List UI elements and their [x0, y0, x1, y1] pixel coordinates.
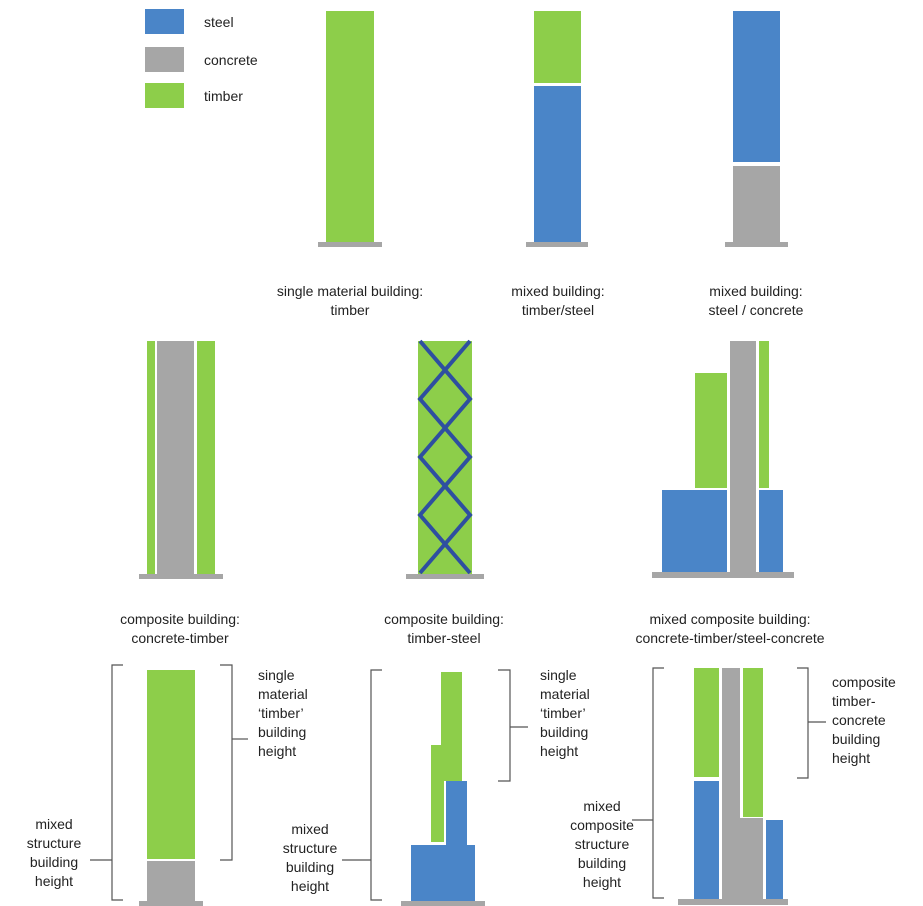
height-bracket-left	[342, 669, 382, 901]
ground-base	[139, 901, 203, 906]
label-mixed-composite-structure-height: mixed composite structure building heigh…	[570, 798, 634, 890]
legend-swatch-timber	[145, 83, 184, 108]
legend-item-steel: steel	[145, 9, 234, 34]
timber-lower	[431, 745, 444, 842]
steel-upper	[446, 781, 467, 846]
building-mixed-composite	[652, 341, 794, 578]
height-bracket-left	[632, 667, 664, 899]
label-composite-timber-concrete-height: composite timber- concrete building heig…	[832, 674, 896, 766]
timber-block	[418, 341, 472, 574]
legend-item-concrete: concrete	[145, 47, 258, 72]
concrete-block	[733, 166, 780, 242]
steel-block-right	[766, 820, 783, 899]
legend-swatch-concrete	[145, 47, 184, 72]
building-single-timber	[318, 11, 382, 247]
legend-label: concrete	[204, 51, 258, 68]
steel-block-left	[694, 781, 719, 899]
timber-panel	[759, 341, 769, 488]
ground-base	[678, 899, 788, 905]
timber-panel	[743, 668, 763, 817]
timber-block	[695, 373, 727, 488]
steel-base-block	[411, 845, 475, 901]
label-single-timber-height-a: single material ‘timber’ building height	[258, 667, 308, 759]
concrete-core	[730, 341, 756, 572]
concrete-block-right	[740, 818, 763, 899]
ground-base	[139, 574, 223, 579]
ground-base	[401, 901, 485, 906]
steel-block-right	[759, 490, 783, 572]
concrete-core	[722, 668, 740, 899]
caption-mixed-timber-steel: mixed building: timber/steel	[511, 283, 605, 318]
height-bracket-right	[797, 667, 826, 779]
ground-base	[526, 242, 588, 247]
caption-single-timber: single material building: timber	[276, 283, 424, 318]
caption-mixed-steel-concrete: mixed building: steel / concrete	[708, 283, 804, 318]
label-mixed-structure-height-a: mixed structure building height	[26, 816, 82, 889]
ground-base	[406, 574, 484, 579]
caption-composite-timber-steel: composite building: timber-steel	[384, 611, 504, 646]
timber-panel-left	[147, 341, 155, 574]
steel-bracing	[417, 339, 473, 575]
legend-item-timber: timber	[145, 83, 243, 108]
steel-block	[733, 11, 780, 162]
building-composite-timber-steel	[406, 339, 484, 579]
timber-block	[326, 11, 374, 242]
building-height-mixed-composite	[632, 667, 826, 905]
timber-block-left	[694, 668, 719, 777]
ground-base	[725, 242, 788, 247]
height-bracket-left	[90, 664, 123, 901]
legend-label: steel	[204, 13, 234, 30]
legend-label: timber	[204, 87, 243, 104]
timber-upper	[441, 672, 462, 781]
caption-composite-concrete-timber: composite building: concrete-timber	[120, 611, 240, 646]
height-bracket-right	[498, 669, 528, 782]
building-composite-concrete-timber	[139, 341, 223, 579]
building-mixed-steel-concrete	[725, 11, 788, 247]
building-mixed-timber-steel	[526, 11, 588, 247]
concrete-core	[157, 341, 194, 574]
caption-mixed-composite: mixed composite building: concrete-timbe…	[635, 611, 825, 646]
label-mixed-structure-height-b: mixed structure building height	[282, 821, 338, 894]
timber-block	[534, 11, 581, 83]
building-height-concrete-timber	[90, 664, 248, 906]
concrete-block	[147, 861, 195, 901]
label-single-timber-height-b: single material ‘timber’ building height	[540, 667, 590, 759]
ground-base	[318, 242, 382, 247]
steel-block-left	[662, 490, 727, 572]
timber-panel-right	[197, 341, 215, 574]
building-height-timber-steel	[342, 669, 528, 906]
height-bracket-right	[220, 664, 248, 861]
legend-swatch-steel	[145, 9, 184, 34]
ground-base	[652, 572, 794, 578]
steel-block	[534, 86, 581, 242]
timber-block	[147, 670, 195, 859]
